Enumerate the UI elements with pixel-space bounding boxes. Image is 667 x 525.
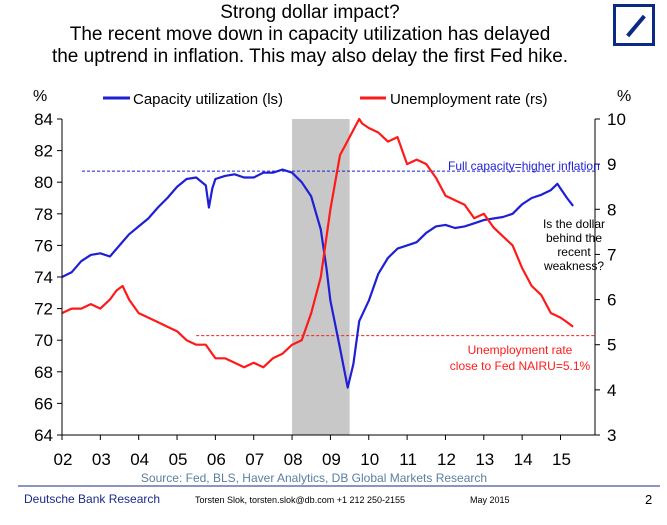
right-tick-label: 7 xyxy=(607,245,616,264)
left-axis-label: % xyxy=(33,88,47,105)
x-tick-label: 15 xyxy=(552,450,571,469)
source-note: Source: Fed, BLS, Haver Analytics, DB Gl… xyxy=(141,471,487,485)
right-tick-label: 9 xyxy=(607,155,616,174)
x-tick-label: 07 xyxy=(245,450,264,469)
nairu-label-line: close to Fed NAIRU=5.1% xyxy=(450,359,591,373)
right-tick-label: 6 xyxy=(607,291,616,310)
x-tick-label: 13 xyxy=(475,450,494,469)
right-tick-label: 8 xyxy=(607,200,616,219)
dollar-question-line: behind the xyxy=(546,231,602,245)
left-tick-label: 74 xyxy=(34,268,53,287)
deutsche-bank-logo xyxy=(613,4,655,46)
title-line-3: the uptrend in inflation. This may also … xyxy=(51,46,569,67)
title-line-2: The recent move down in capacity utiliza… xyxy=(69,24,551,45)
left-tick-label: 64 xyxy=(34,426,53,445)
x-tick-label: 08 xyxy=(284,450,303,469)
footer-contact: Torsten Slok, torsten.slok@db.com +1 212… xyxy=(195,495,406,505)
x-tick-label: 14 xyxy=(514,450,533,469)
legend-label-unemployment: Unemployment rate (rs) xyxy=(390,91,548,108)
x-tick-label: 05 xyxy=(169,450,188,469)
right-tick-label: 5 xyxy=(607,336,616,355)
left-tick-label: 72 xyxy=(34,300,53,319)
left-tick-label: 76 xyxy=(34,236,53,255)
x-tick-label: 03 xyxy=(92,450,111,469)
left-tick-label: 66 xyxy=(34,394,53,413)
legend-label-capacity: Capacity utilization (ls) xyxy=(133,91,283,108)
right-tick-label: 3 xyxy=(607,426,616,445)
left-tick-label: 70 xyxy=(34,331,53,350)
x-tick-label: 04 xyxy=(130,450,149,469)
left-tick-label: 68 xyxy=(34,363,53,382)
x-tick-label: 06 xyxy=(207,450,226,469)
title-line-1: Strong dollar impact? xyxy=(220,2,400,23)
left-tick-label: 80 xyxy=(34,173,53,192)
left-tick-label: 82 xyxy=(34,142,53,161)
x-tick-label: 09 xyxy=(322,450,341,469)
x-tick-label: 10 xyxy=(360,450,379,469)
dollar-question-line: recent xyxy=(557,245,591,259)
chart-title: Strong dollar impact? The recent move do… xyxy=(0,2,620,68)
x-tick-label: 11 xyxy=(399,450,417,469)
right-tick-label: 4 xyxy=(607,381,616,400)
right-tick-label: 10 xyxy=(607,110,626,129)
left-tick-label: 78 xyxy=(34,205,53,224)
right-axis-label: % xyxy=(617,88,631,105)
footer-date: May 2015 xyxy=(470,495,510,505)
x-tick-label: 12 xyxy=(437,450,456,469)
left-tick-label: 84 xyxy=(34,110,53,129)
dollar-question-line: weakness? xyxy=(543,259,604,273)
page-number: 2 xyxy=(645,492,653,507)
dollar-question-line: Is the dollar xyxy=(543,217,605,231)
full-capacity-label: Full capacity=higher inflation xyxy=(448,159,600,173)
x-tick-label: 02 xyxy=(54,450,73,469)
footer-org: Deutsche Bank Research xyxy=(24,492,161,506)
unemployment-rate-line xyxy=(61,117,574,369)
nairu-label-line: Unemployment rate xyxy=(468,343,573,357)
